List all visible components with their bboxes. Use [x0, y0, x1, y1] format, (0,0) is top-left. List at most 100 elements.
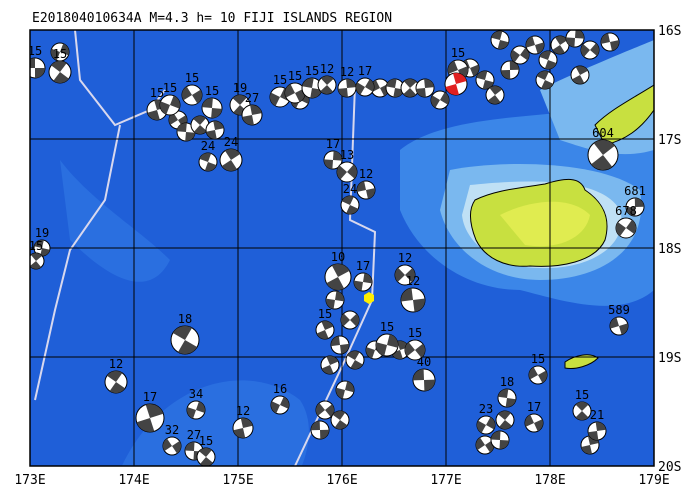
- ball-quadrant: [30, 253, 43, 261]
- ball-quadrant: [34, 239, 44, 248]
- ball-quadrant: [387, 334, 399, 348]
- beach-ball: [475, 70, 495, 90]
- ball-quadrant: [412, 369, 424, 381]
- ball-quadrant: [240, 418, 253, 428]
- beach-ball: 15: [201, 84, 223, 119]
- ball-quadrant: [160, 101, 170, 115]
- ball-quadrant: [147, 110, 160, 120]
- beach-ball: 15: [315, 307, 335, 340]
- lat-label: 20S: [658, 460, 681, 475]
- ball-quadrant: [404, 342, 415, 357]
- ball-quadrant: [528, 367, 538, 380]
- ball-quadrant: [610, 317, 619, 329]
- beach-ball: [335, 380, 355, 400]
- ball-quadrant: [194, 125, 207, 134]
- ball-quadrant: [340, 343, 349, 354]
- beach-ball: 589: [608, 303, 630, 336]
- ball-quadrant: [178, 340, 198, 354]
- beach-ball: 15: [159, 81, 181, 116]
- lat-label: 19S: [658, 351, 681, 366]
- depth-label: 15: [28, 44, 42, 58]
- ball-quadrant: [634, 197, 644, 207]
- depth-label: 27: [245, 91, 259, 105]
- ball-quadrant: [280, 396, 289, 409]
- beach-ball: 12: [232, 404, 254, 439]
- ball-quadrant: [431, 95, 440, 108]
- beach-ball: 15: [48, 47, 72, 84]
- ball-quadrant: [51, 61, 67, 72]
- beach-ball: [415, 78, 435, 98]
- depth-label: 34: [189, 387, 203, 401]
- beach-ball: [535, 70, 555, 90]
- beach-ball: [330, 335, 350, 355]
- beach-ball: 12: [104, 357, 128, 394]
- beach-ball: 13: [336, 148, 358, 183]
- beach-ball: 21: [587, 408, 607, 441]
- beach-ball: 19: [33, 226, 51, 257]
- ball-quadrant: [365, 79, 374, 92]
- depth-label: 15: [53, 47, 67, 61]
- ball-quadrant: [593, 140, 615, 155]
- ball-quadrant: [334, 420, 348, 430]
- ball-quadrant: [489, 86, 503, 95]
- ball-quadrant: [366, 347, 375, 359]
- ball-quadrant: [326, 355, 339, 365]
- depth-label: 24: [201, 139, 215, 153]
- ball-quadrant: [310, 421, 320, 431]
- beach-ball: 16: [270, 382, 290, 415]
- depth-label: 15: [531, 352, 545, 366]
- ball-quadrant: [572, 75, 585, 84]
- beach-ball: [525, 35, 545, 55]
- ball-quadrant: [232, 95, 247, 105]
- ball-quadrant: [60, 43, 69, 56]
- ball-quadrant: [206, 130, 217, 139]
- ball-quadrant: [326, 277, 345, 291]
- vanua-levu: [594, 84, 654, 146]
- beach-ball: 678: [615, 204, 637, 239]
- beach-ball: [495, 410, 515, 430]
- ball-quadrant: [588, 435, 599, 445]
- depth-label: 15: [408, 326, 422, 340]
- ball-quadrant: [486, 417, 496, 430]
- depth-label: 15: [185, 71, 199, 85]
- beach-ball: [315, 400, 335, 420]
- ball-quadrant: [416, 88, 426, 98]
- beach-ball: 24: [340, 182, 360, 215]
- ball-quadrant: [445, 84, 459, 96]
- axis-labels: 173E 174E 175E 176E 177E 178E 179E 16S 17S 18S 19S…: [14, 24, 681, 488]
- ball-quadrant: [413, 298, 425, 312]
- ball-quadrant: [199, 152, 212, 162]
- ball-quadrant: [211, 108, 222, 119]
- ball-quadrant: [363, 273, 373, 284]
- depth-label: 15: [575, 388, 589, 402]
- depth-label: 589: [608, 303, 630, 317]
- beach-ball: [510, 45, 530, 65]
- ball-quadrant: [453, 72, 467, 84]
- beach-ball: 24: [198, 139, 218, 172]
- depth-label: 15: [305, 64, 319, 78]
- plate-boundary: [34, 124, 121, 401]
- ball-quadrant: [338, 88, 348, 98]
- ball-quadrant: [415, 343, 426, 358]
- ball-quadrant: [347, 164, 357, 179]
- ball-quadrant: [285, 84, 295, 98]
- ball-quadrant: [590, 43, 600, 56]
- ball-quadrant: [555, 36, 568, 45]
- ball-quadrant: [136, 418, 155, 432]
- depth-label: 19: [233, 81, 247, 95]
- lat-label: 16S: [658, 24, 681, 39]
- ball-quadrant: [509, 60, 519, 70]
- ball-quadrant: [335, 291, 345, 302]
- ball-quadrant: [491, 31, 503, 40]
- ball-quadrant: [424, 78, 434, 88]
- ball-quadrant: [366, 188, 376, 199]
- ball-quadrant: [200, 457, 213, 466]
- beach-ball: 604: [587, 126, 619, 171]
- ball-quadrant: [356, 181, 366, 192]
- ball-quadrant: [395, 267, 405, 282]
- beach-ball: [600, 32, 620, 52]
- ball-quadrant: [169, 112, 178, 125]
- depth-label: 27: [187, 428, 201, 442]
- beach-ball: 12: [356, 167, 376, 200]
